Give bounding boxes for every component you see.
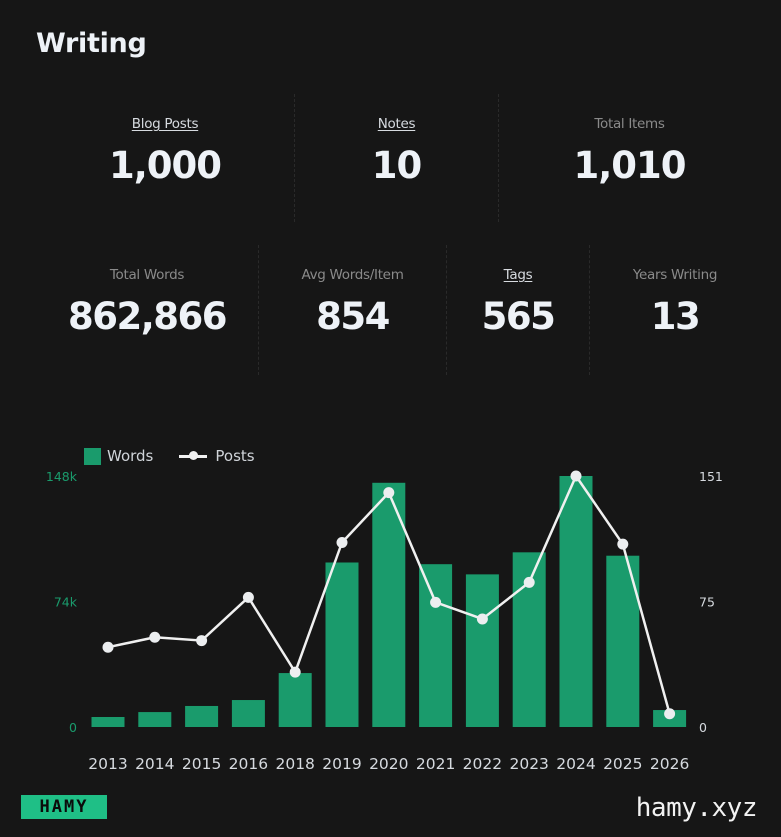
right-axis-tick: 151 (699, 469, 723, 484)
x-axis-tick: 2022 (463, 755, 502, 773)
avg-words-label: Avg Words/Item (301, 267, 404, 283)
x-axis-tick: 2013 (88, 755, 127, 773)
legend-item-words[interactable]: Words (84, 447, 153, 465)
posts-point[interactable] (476, 613, 488, 625)
x-axis-tick: 2025 (603, 755, 642, 773)
words-bar[interactable] (138, 712, 172, 727)
posts-point[interactable] (196, 635, 208, 647)
total-items-value: 1,010 (573, 144, 686, 187)
words-swatch-icon (84, 447, 101, 465)
posts-point[interactable] (336, 536, 348, 548)
chart-legend: Words Posts (84, 447, 281, 465)
years-writing-label: Years Writing (632, 267, 718, 283)
posts-line (107, 474, 671, 715)
posts-point[interactable] (102, 641, 114, 653)
stat-tags: Tags 565 (446, 245, 589, 375)
words-bar[interactable] (512, 552, 546, 727)
legend-words-label: Words (107, 447, 154, 465)
words-bar[interactable] (91, 716, 125, 727)
legend-posts-label: Posts (215, 447, 255, 465)
stat-notes: Notes 10 (294, 94, 498, 222)
stats-row-items: Blog Posts 1,000 Notes 10 Total Items 1,… (36, 94, 760, 222)
total-words-label: Total Words (109, 267, 185, 283)
left-axis-tick: 148k (46, 469, 78, 484)
x-axis-tick: 2026 (650, 755, 689, 773)
page-title: Writing (36, 28, 147, 59)
posts-point[interactable] (430, 596, 442, 608)
right-axis-tick: 75 (699, 595, 715, 610)
stat-total-words: Total Words 862,866 (36, 245, 258, 375)
site-url: hamy.xyz (635, 793, 758, 823)
right-axis-tick: 0 (699, 720, 707, 735)
posts-point[interactable] (570, 470, 582, 482)
blog-posts-value: 1,000 (108, 144, 222, 187)
posts-point[interactable] (523, 576, 535, 588)
x-axis-tick: 2014 (135, 755, 174, 773)
words-bar[interactable] (372, 482, 406, 727)
total-items-label: Total Items (594, 116, 665, 132)
words-bar[interactable] (185, 705, 219, 727)
words-bar[interactable] (278, 673, 312, 727)
x-axis-tick: 2015 (182, 755, 221, 773)
stat-avg-words: Avg Words/Item 854 (258, 245, 446, 375)
words-bar[interactable] (325, 562, 359, 727)
words-bar[interactable] (653, 710, 687, 727)
x-axis-tick: 2019 (322, 755, 361, 773)
stat-years-writing: Years Writing 13 (589, 245, 760, 375)
stats-row-words: Total Words 862,866 Avg Words/Item 854 T… (36, 245, 760, 375)
posts-point[interactable] (383, 487, 395, 499)
legend-item-posts[interactable]: Posts (179, 447, 255, 465)
words-bar[interactable] (606, 555, 640, 727)
posts-line-icon (179, 450, 208, 462)
years-writing-value: 13 (650, 295, 701, 338)
hamy-logo: HAMY (21, 795, 107, 819)
blog-posts-link[interactable]: Blog Posts (131, 116, 199, 132)
posts-point[interactable] (617, 538, 629, 550)
tags-value: 565 (481, 295, 556, 338)
words-bar[interactable] (231, 700, 265, 727)
words-bar[interactable] (419, 564, 453, 727)
tags-link[interactable]: Tags (503, 267, 533, 283)
avg-words-value: 854 (316, 295, 390, 338)
x-axis-tick: 2023 (509, 755, 548, 773)
stat-total-items: Total Items 1,010 (498, 94, 760, 222)
x-axis-tick: 2024 (556, 755, 595, 773)
words-bar[interactable] (465, 574, 499, 727)
posts-point[interactable] (664, 708, 676, 720)
notes-value: 10 (371, 144, 422, 187)
left-axis-tick: 74k (54, 595, 78, 610)
posts-point[interactable] (289, 666, 301, 678)
posts-point[interactable] (242, 591, 254, 603)
words-bar[interactable] (559, 476, 593, 727)
x-axis-tick: 2018 (275, 755, 314, 773)
stat-blog-posts: Blog Posts 1,000 (36, 94, 294, 222)
x-axis-tick: 2016 (229, 755, 268, 773)
notes-link[interactable]: Notes (377, 116, 416, 132)
posts-point[interactable] (149, 631, 161, 643)
x-axis-tick: 2020 (369, 755, 408, 773)
left-axis-tick: 0 (69, 720, 77, 735)
x-axis-tick: 2021 (416, 755, 455, 773)
total-words-value: 862,866 (67, 295, 228, 338)
